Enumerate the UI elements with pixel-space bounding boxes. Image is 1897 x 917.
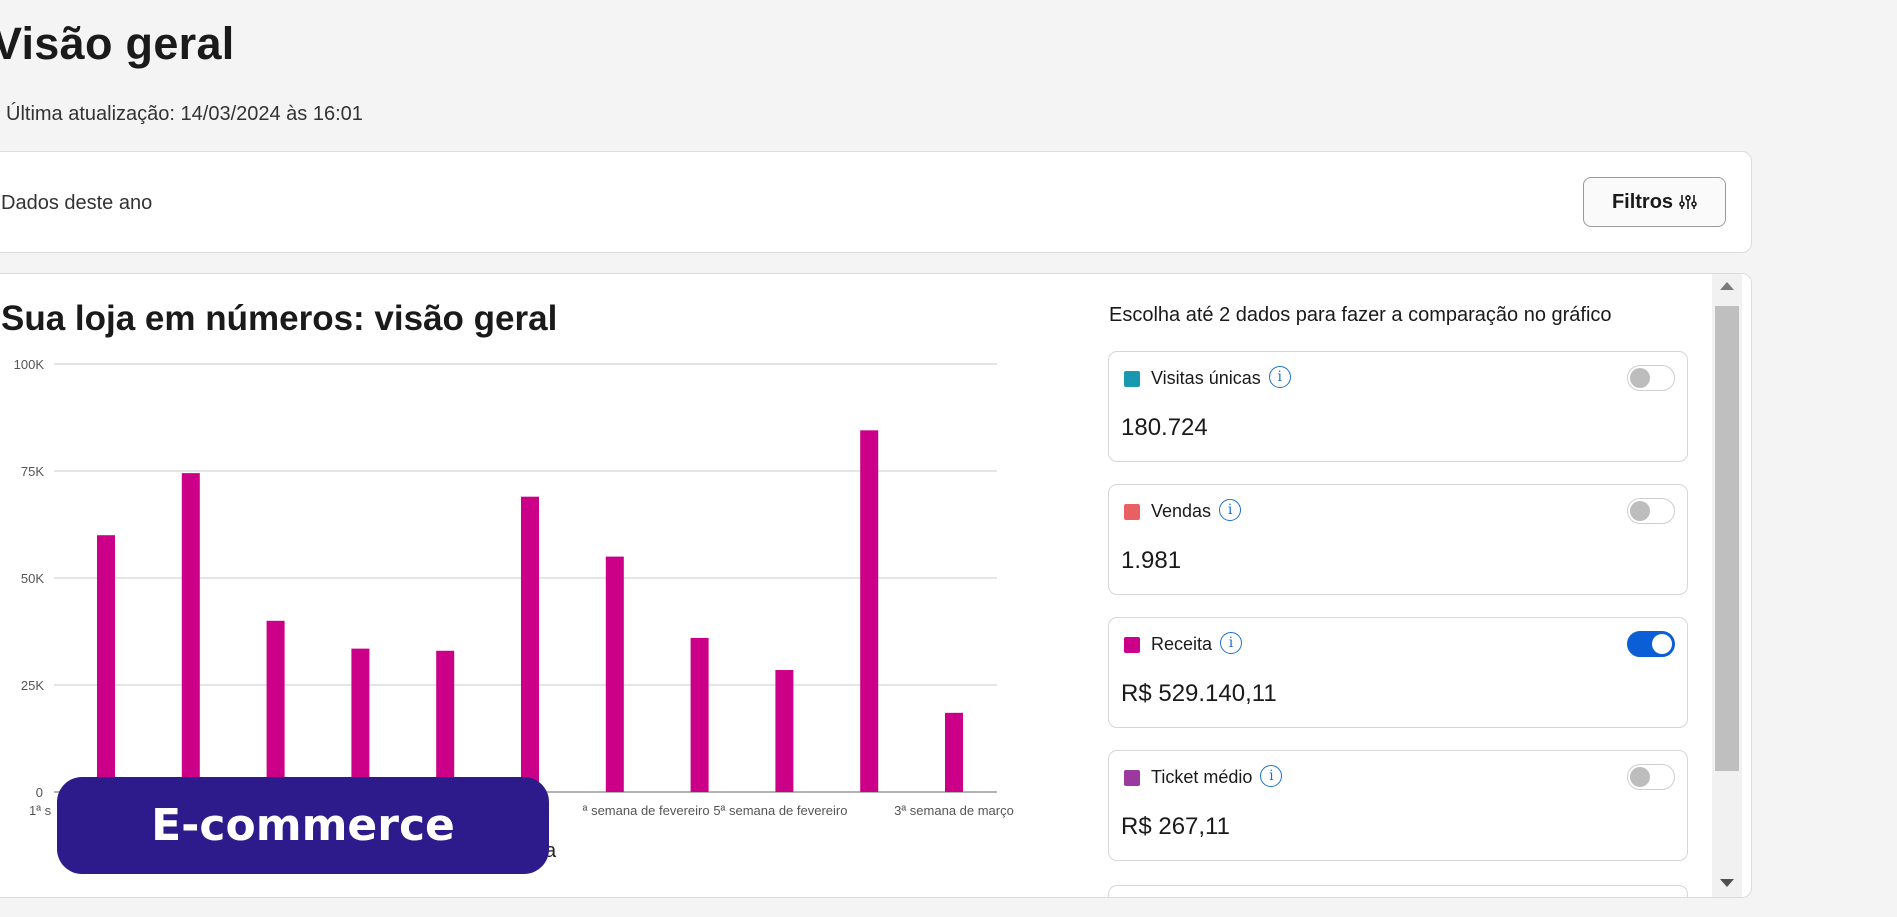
- toggle-knob: [1652, 634, 1672, 654]
- metric-label-text: Visitas únicas: [1151, 368, 1261, 388]
- info-icon[interactable]: i: [1268, 366, 1291, 389]
- metric-color-swatch: [1124, 637, 1140, 653]
- chart-bar[interactable]: [97, 535, 115, 792]
- chart-bar[interactable]: [436, 650, 455, 792]
- metric-label: Ticket médio i: [1151, 765, 1283, 789]
- metric-label: Receita i: [1151, 632, 1243, 656]
- scroll-thumb[interactable]: [1715, 306, 1739, 771]
- scroll-down-arrow-icon[interactable]: [1720, 879, 1734, 887]
- filters-button[interactable]: Filtros: [1583, 177, 1726, 227]
- metric-color-swatch: [1124, 371, 1140, 387]
- chart-bar[interactable]: [860, 430, 879, 792]
- chart-bar[interactable]: [351, 648, 370, 792]
- metric-value: R$ 529.140,11: [1121, 680, 1277, 707]
- last-update-text: Última atualização: 14/03/2024 às 16:01: [6, 103, 363, 125]
- filter-bar: Dados deste ano Filtros: [0, 151, 1752, 253]
- metric-toggle[interactable]: [1627, 498, 1675, 524]
- toggle-knob: [1630, 767, 1650, 787]
- metric-value: R$ 267,11: [1121, 813, 1230, 840]
- info-icon[interactable]: i: [1260, 765, 1283, 788]
- metric-toggle[interactable]: [1627, 631, 1675, 657]
- info-icon[interactable]: i: [1220, 632, 1243, 655]
- metric-label: Vendas i: [1151, 499, 1242, 523]
- chart-bar[interactable]: [945, 712, 963, 792]
- y-tick-label: 100K: [14, 357, 45, 372]
- y-tick-label: 0: [36, 785, 43, 800]
- page-title: Visão geral: [0, 18, 235, 69]
- metric-color-swatch: [1124, 504, 1140, 520]
- section-title: Sua loja em números: visão geral: [1, 299, 558, 338]
- chart-bar[interactable]: [181, 473, 200, 792]
- metric-label-text: Receita: [1151, 634, 1213, 654]
- x-tick-label: ª semana de fevereiro: [583, 803, 710, 818]
- period-label: Dados deste ano: [1, 192, 153, 214]
- metric-label-text: Ticket médio: [1151, 767, 1253, 787]
- metric-label-text: Vendas: [1151, 501, 1212, 521]
- scrollbar[interactable]: [1712, 274, 1742, 897]
- compare-title: Escolha até 2 dados para fazer a compara…: [1109, 304, 1612, 326]
- y-tick-label: 25K: [21, 678, 44, 693]
- metric-color-swatch: [1124, 770, 1140, 786]
- scroll-up-arrow-icon[interactable]: [1720, 282, 1734, 290]
- chart-bar[interactable]: [266, 620, 285, 792]
- x-tick-label: 5ª semana de fevereiro: [713, 803, 847, 818]
- y-tick-label: 50K: [21, 571, 44, 586]
- sliders-icon: [1679, 195, 1697, 209]
- revenue-bar-chart: 0 25K 50K 75K 100K 1ª s ª semana de fevereiro 5…: [14, 357, 1014, 818]
- chart-bar[interactable]: [690, 637, 709, 792]
- x-tick-label: 3ª semana de março: [894, 803, 1014, 818]
- metric-label: Visitas únicas i: [1151, 366, 1291, 390]
- y-tick-label: 75K: [21, 464, 44, 479]
- metric-toggle[interactable]: [1627, 365, 1675, 391]
- metric-card: Vendas i 1.981: [1108, 484, 1688, 595]
- x-tick-label: 1ª s: [29, 803, 52, 818]
- chart-bar[interactable]: [775, 670, 794, 792]
- metric-value: 1.981: [1121, 547, 1182, 574]
- toggle-knob: [1630, 368, 1650, 388]
- metric-card-partial: [1108, 885, 1688, 897]
- metric-value: 180.724: [1121, 414, 1208, 441]
- metric-card: Visitas únicas i 180.724: [1108, 351, 1688, 462]
- info-icon[interactable]: i: [1219, 499, 1242, 522]
- ecommerce-badge: E-commerce: [57, 777, 549, 874]
- toggle-knob: [1630, 501, 1650, 521]
- chart-bar[interactable]: [521, 496, 539, 792]
- metric-card: Ticket médio i R$ 267,11: [1108, 750, 1688, 861]
- metric-toggle[interactable]: [1627, 764, 1675, 790]
- chart-bar[interactable]: [605, 556, 624, 792]
- metric-card: Receita i R$ 529.140,11: [1108, 617, 1688, 728]
- filters-button-label: Filtros: [1611, 190, 1674, 213]
